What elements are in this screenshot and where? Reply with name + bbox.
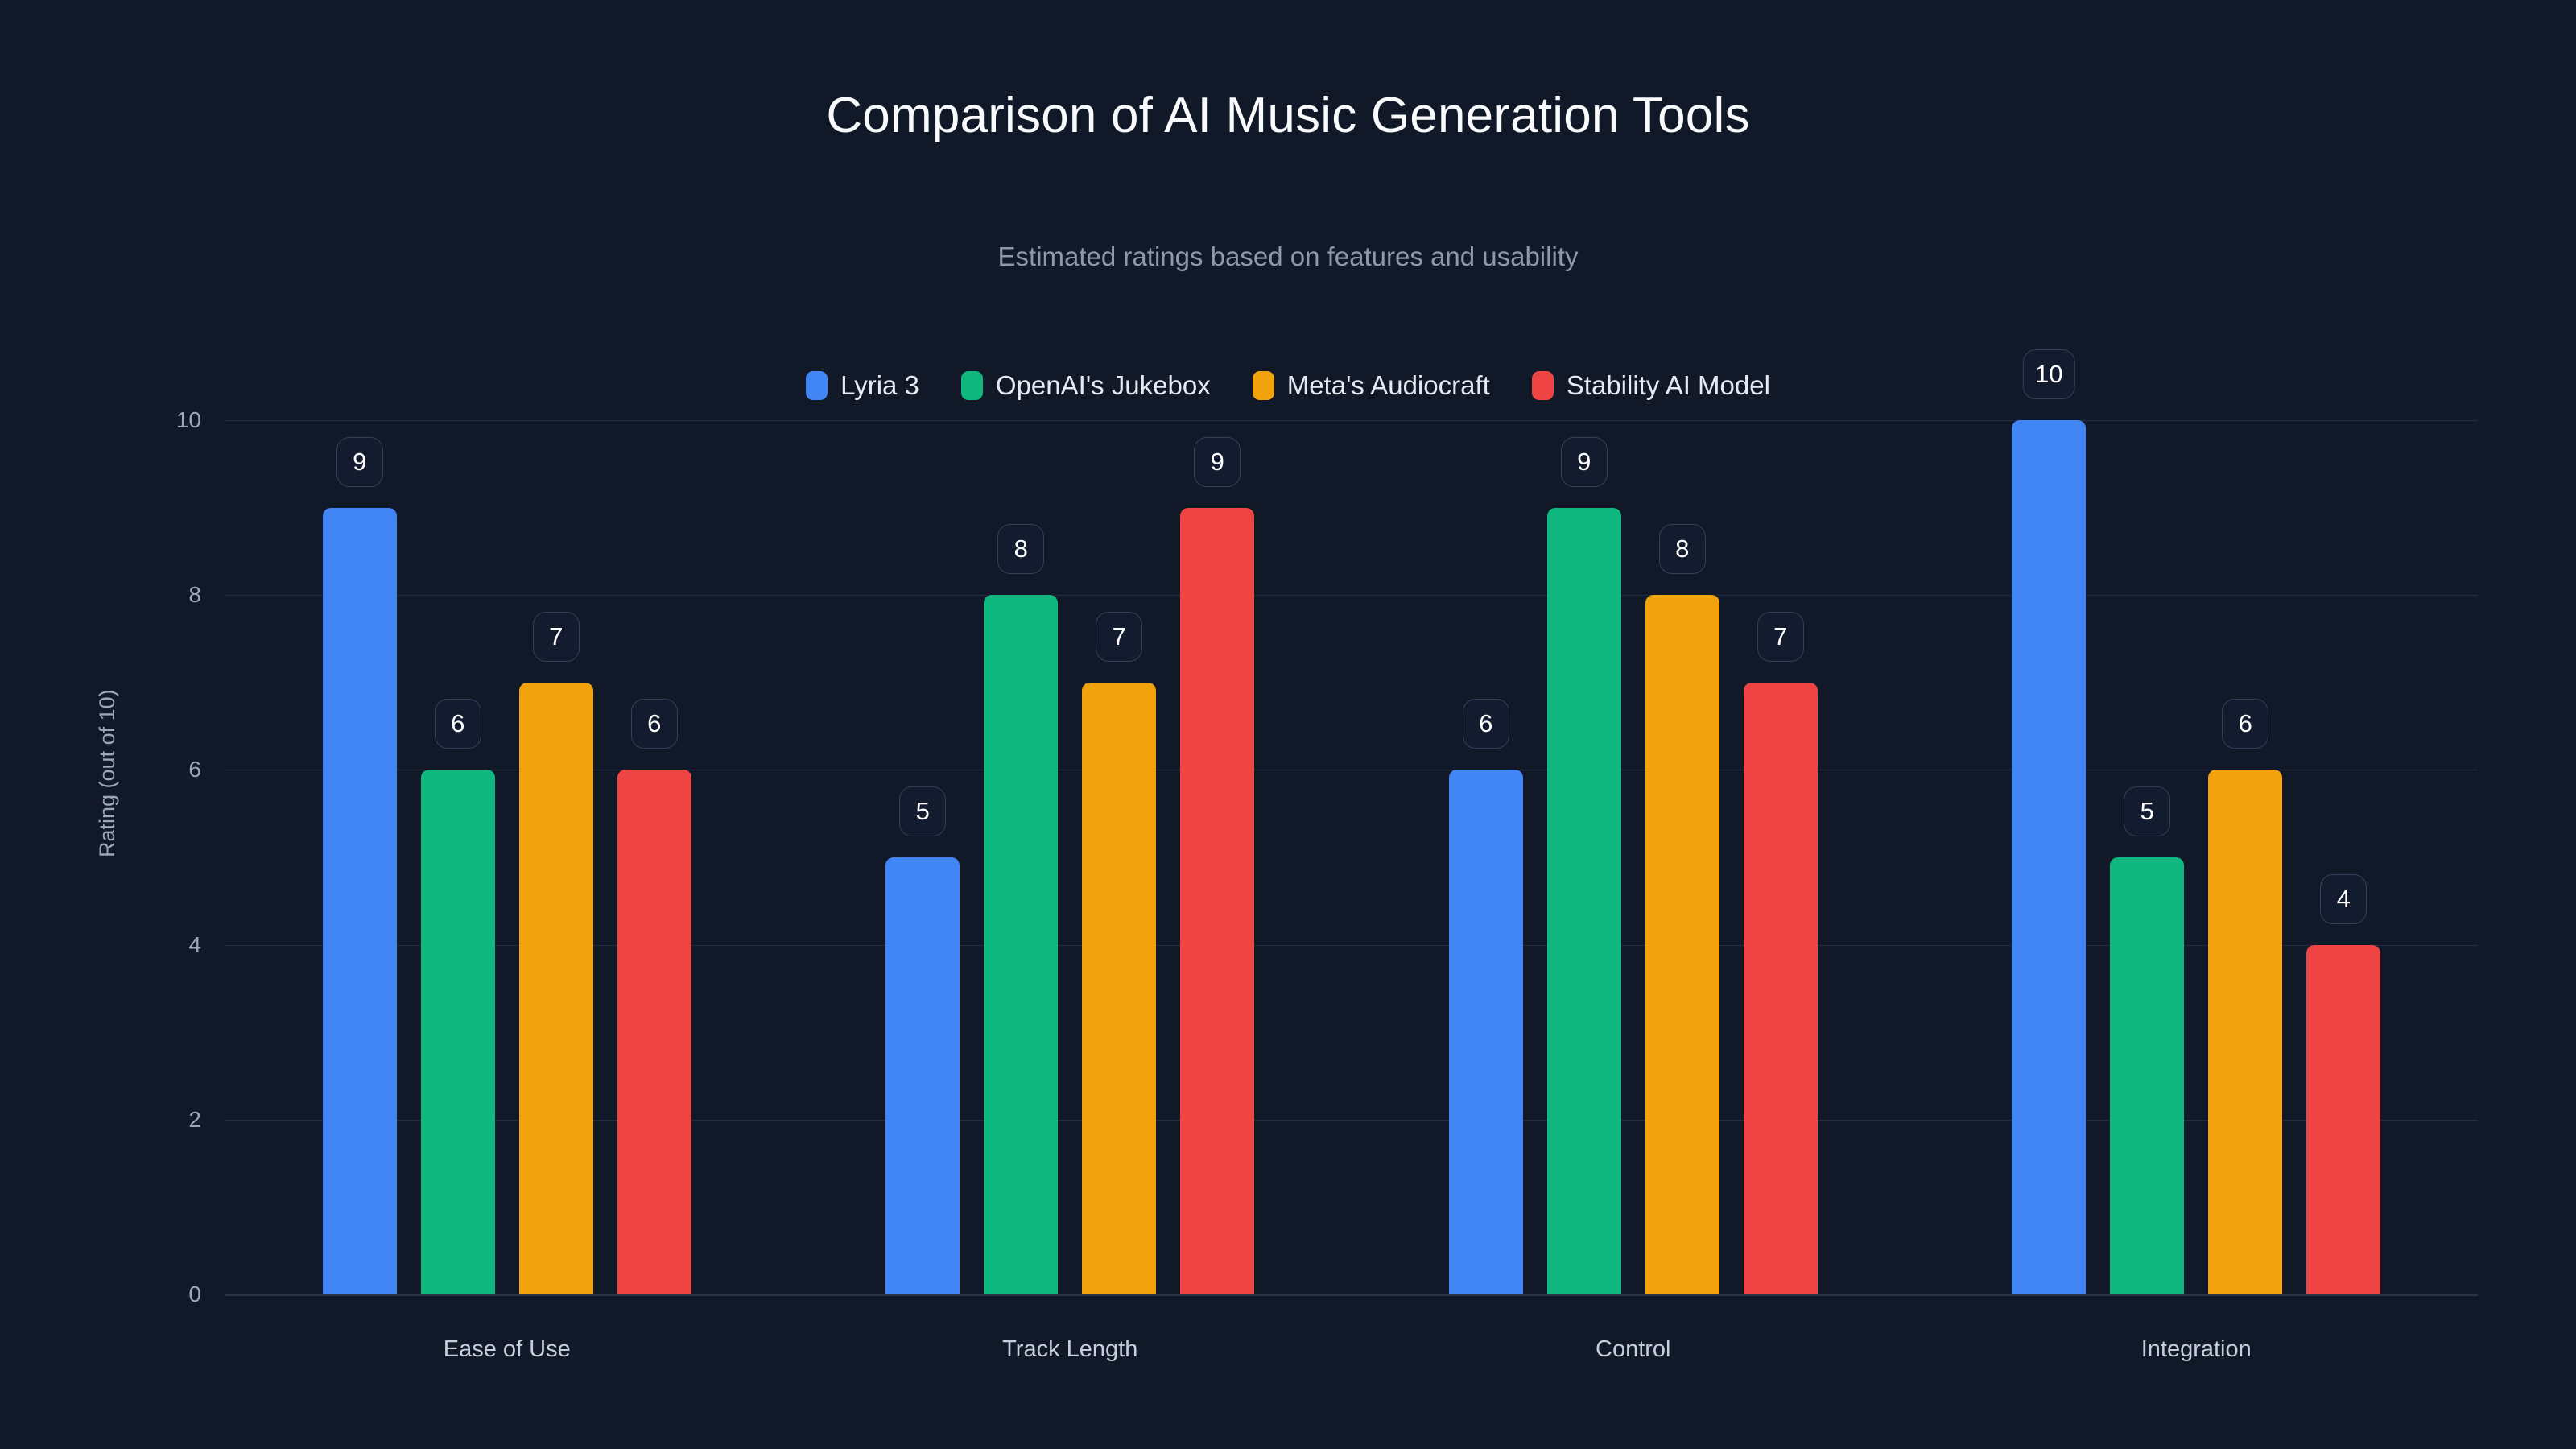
bar-slot: 7 (1082, 420, 1157, 1294)
x-axis-category-label: Integration (2140, 1336, 2252, 1362)
bar-group: 10 5 6 4 (1915, 349, 2479, 1294)
bar-slot: 5 (886, 420, 960, 1294)
x-axis-labels: Ease of Use Track Length Control Integratio… (225, 1336, 2478, 1363)
bar[interactable] (2208, 770, 2283, 1294)
gridline (225, 944, 2478, 946)
bar[interactable] (2306, 944, 2381, 1294)
bar-value-label: 6 (630, 699, 678, 749)
bar-slot: 6 (617, 420, 691, 1294)
bar[interactable] (617, 770, 691, 1294)
x-axis-category-label: Control (1596, 1336, 1671, 1362)
bar[interactable] (1645, 595, 1719, 1294)
bar-value-label: 5 (899, 786, 947, 836)
y-axis-tick-label: 4 (188, 931, 201, 957)
gridline (225, 1119, 2478, 1121)
legend-item[interactable]: OpenAI's Jukebox (960, 370, 1211, 401)
bar-slot: 4 (2306, 420, 2381, 1294)
gridline (225, 1294, 2478, 1296)
bar-slot: 6 (420, 420, 495, 1294)
bar[interactable] (1743, 682, 1818, 1294)
bar-value-label: 9 (1194, 436, 1241, 487)
bar-value-label: 10 (2023, 349, 2075, 399)
bar[interactable] (322, 507, 397, 1294)
y-axis-tick-label: 6 (188, 757, 201, 782)
legend-item-label: OpenAI's Jukebox (995, 370, 1211, 400)
bar-slot: 9 (1546, 420, 1621, 1294)
gridline (225, 595, 2478, 597)
bar-value-label: 4 (2320, 873, 2368, 924)
bar-value-label: 8 (997, 524, 1045, 575)
bar-slot: 10 (2012, 349, 2087, 1294)
bar[interactable] (420, 770, 495, 1294)
y-axis-tick-label: 10 (175, 407, 201, 432)
bar[interactable] (1448, 770, 1523, 1294)
legend-swatch-icon (1252, 371, 1274, 400)
x-axis-category-label: Track Length (1002, 1336, 1138, 1362)
bar-value-label: 7 (1096, 611, 1143, 662)
legend-item-label: Meta's Audiocraft (1286, 370, 1490, 400)
chart-subtitle: Estimated ratings based on features and … (997, 242, 1579, 271)
bar-value-label: 7 (1757, 611, 1804, 662)
legend-swatch-icon (1531, 371, 1554, 400)
bar[interactable] (1546, 507, 1621, 1294)
bar-value-label: 9 (336, 436, 383, 487)
bar-slot: 8 (1645, 420, 1719, 1294)
bar[interactable] (2110, 857, 2185, 1294)
chart-title: Comparison of AI Music Generation Tools (826, 88, 1750, 143)
bar-groups: 9 6 7 6 5 8 7 9 6 9 8 7 10 5 6 4 (225, 349, 2479, 1294)
legend-item[interactable]: Lyria 3 (806, 370, 919, 401)
legend-swatch-icon (960, 371, 983, 400)
bar-slot: 6 (2208, 420, 2283, 1294)
bar-slot: 6 (1448, 420, 1523, 1294)
bar[interactable] (1082, 682, 1157, 1294)
bar-slot: 9 (1180, 420, 1255, 1294)
y-axis-tick-label: 8 (188, 582, 201, 608)
bar[interactable] (984, 595, 1059, 1294)
bar-slot: 7 (518, 420, 593, 1294)
bar[interactable] (1180, 507, 1255, 1294)
bar[interactable] (2012, 420, 2087, 1294)
bar[interactable] (886, 857, 960, 1294)
y-axis-tick-label: 2 (188, 1106, 201, 1132)
bar-value-label: 9 (1560, 436, 1608, 487)
bar-slot: 9 (322, 420, 397, 1294)
bar-slot: 5 (2110, 420, 2185, 1294)
bar-slot: 8 (984, 420, 1059, 1294)
x-axis-category-label: Ease of Use (443, 1336, 571, 1362)
bar-slot: 7 (1743, 420, 1818, 1294)
legend-swatch-icon (806, 371, 828, 400)
legend-item[interactable]: Meta's Audiocraft (1252, 370, 1490, 401)
bar-value-label: 6 (434, 699, 481, 749)
bar[interactable] (518, 682, 593, 1294)
bar-value-label: 5 (2124, 786, 2171, 836)
bar-value-label: 8 (1658, 524, 1706, 575)
legend-item-label: Stability AI Model (1566, 370, 1770, 400)
gridline (225, 420, 2478, 421)
chart-legend: Lyria 3 OpenAI's Jukebox Meta's Audiocraft… (0, 370, 2576, 401)
plot-area: 0 2 4 6 8 10 9 6 7 6 5 8 7 9 6 9 8 7 10 5 6 4 (176, 349, 2479, 1307)
bar-value-label: 7 (532, 611, 580, 662)
legend-item-label: Lyria 3 (840, 370, 919, 400)
bar-value-label: 6 (1462, 699, 1509, 749)
y-axis-tick-label: 0 (188, 1282, 201, 1307)
legend-item[interactable]: Stability AI Model (1531, 370, 1770, 401)
bar-value-label: 6 (2222, 699, 2269, 749)
